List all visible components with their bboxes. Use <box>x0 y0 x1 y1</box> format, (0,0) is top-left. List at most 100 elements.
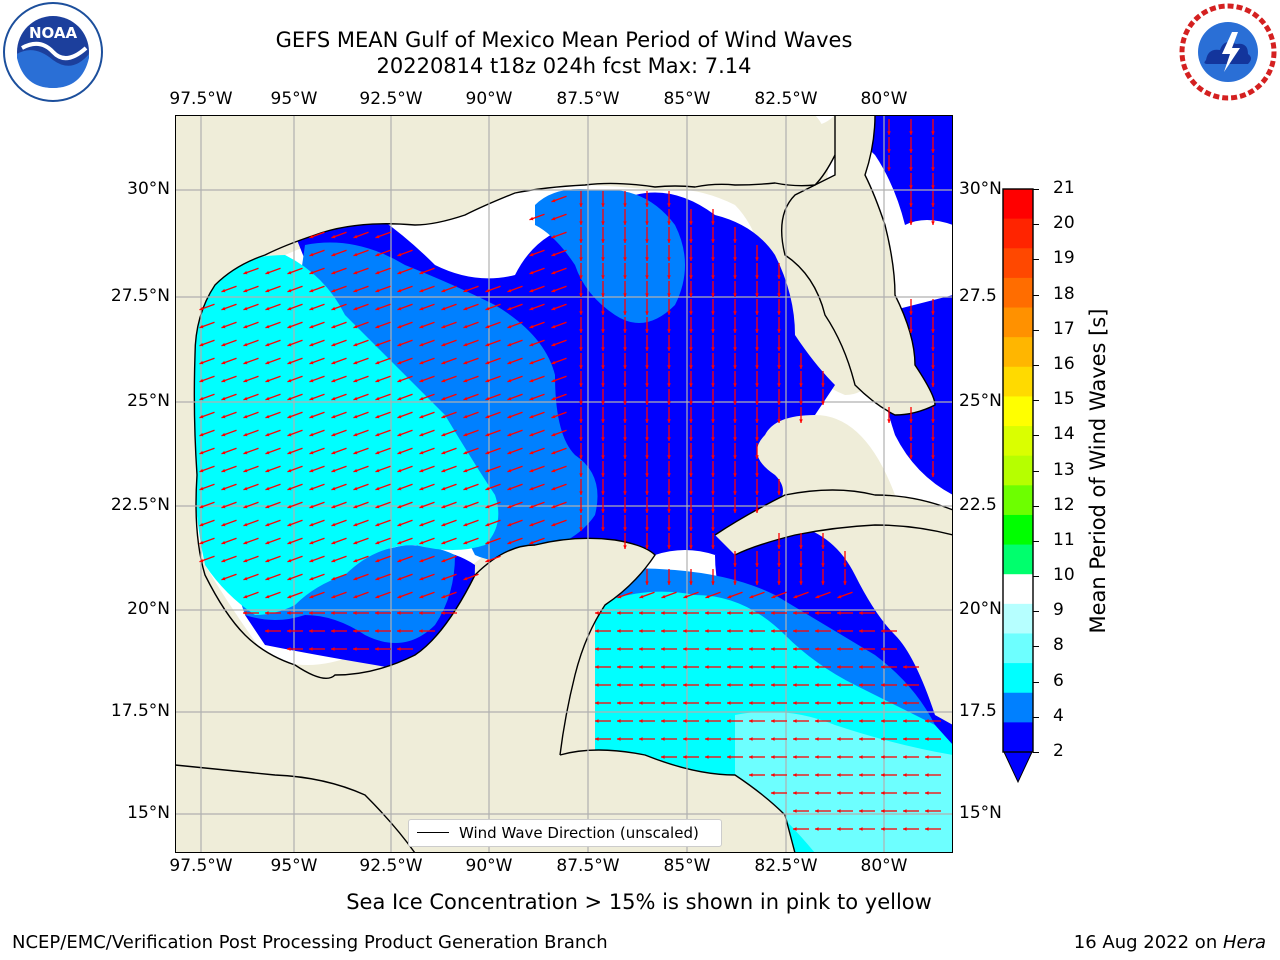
wind-wave-arrow <box>689 425 693 441</box>
wind-wave-arrow <box>485 321 501 329</box>
wind-wave-arrow <box>689 335 693 351</box>
wind-wave-arrow <box>793 591 809 599</box>
wind-wave-arrow <box>287 465 303 473</box>
colorbar-tick-label: 20 <box>1053 213 1075 234</box>
wind-wave-arrow <box>793 809 809 813</box>
wind-wave-arrow <box>441 321 457 329</box>
longitude-label-top: 80°W <box>860 89 908 109</box>
wind-wave-arrow <box>287 285 303 293</box>
wind-wave-arrow <box>485 357 501 365</box>
wind-wave-arrow <box>645 533 649 549</box>
wind-wave-arrow <box>199 321 215 329</box>
wind-wave-arrow <box>353 465 369 473</box>
colorbar-segment <box>1003 603 1033 634</box>
wind-wave-arrow <box>689 299 693 315</box>
wind-wave-arrow <box>639 591 655 599</box>
wind-wave-arrow <box>733 299 737 315</box>
wind-wave-arrow <box>645 443 649 459</box>
wind-wave-arrow <box>419 339 435 347</box>
wind-wave-arrow <box>331 555 347 563</box>
latitude-label-left: 25°N <box>127 391 170 411</box>
wind-wave-arrow <box>353 611 369 615</box>
wind-wave-arrow <box>243 267 259 275</box>
wind-wave-arrow <box>705 683 721 687</box>
wind-wave-arrow <box>579 263 583 279</box>
wind-wave-arrow <box>485 303 501 311</box>
wind-wave-arrow <box>909 443 913 459</box>
wind-wave-arrow <box>837 827 853 831</box>
wind-wave-arrow <box>199 501 215 509</box>
wind-wave-arrow <box>287 501 303 509</box>
wind-wave-arrow <box>799 371 803 387</box>
wind-wave-arrow <box>617 629 633 633</box>
wind-wave-arrow <box>909 119 913 135</box>
wind-wave-arrow <box>579 389 583 405</box>
latitude-label-right: 27.5 <box>959 286 997 306</box>
wind-wave-arrow <box>683 719 699 723</box>
wind-wave-arrow <box>903 683 919 687</box>
wind-wave-arrow <box>309 647 325 651</box>
wind-wave-arrow <box>727 611 743 615</box>
wind-wave-arrow <box>931 209 935 225</box>
land-us-gulf-coast <box>175 115 835 355</box>
wind-wave-arrow <box>529 285 545 293</box>
wind-wave-arrow <box>375 447 391 455</box>
wind-wave-arrow <box>485 555 501 563</box>
wind-wave-arrow <box>667 569 671 585</box>
wind-wave-arrow <box>397 303 413 311</box>
wind-wave-arrow <box>733 407 737 423</box>
wind-wave-arrow <box>661 737 677 741</box>
wind-wave-arrow <box>287 647 303 651</box>
wind-wave-arrow <box>601 497 605 513</box>
footer-machine: Hera <box>1222 932 1266 953</box>
wind-wave-arrow <box>617 719 633 723</box>
wind-wave-arrow <box>623 389 627 405</box>
wind-wave-arrow <box>309 339 325 347</box>
wind-wave-arrow <box>661 591 677 599</box>
wind-wave-arrow <box>711 299 715 315</box>
wind-wave-arrow <box>529 393 545 401</box>
map-legend: Wind Wave Direction (unscaled) <box>408 819 722 847</box>
wind-wave-arrow <box>931 443 935 459</box>
wind-wave-arrow <box>749 591 765 599</box>
wind-wave-arrow <box>661 665 677 669</box>
wind-wave-arrow <box>733 443 737 459</box>
wind-wave-arrow <box>353 555 369 563</box>
wind-wave-arrow <box>551 393 567 401</box>
wind-wave-arrow <box>727 701 743 705</box>
wind-wave-arrow <box>463 357 479 365</box>
wind-wave-arrow <box>639 611 655 615</box>
wind-wave-arrow <box>645 281 649 297</box>
legend-label: Wind Wave Direction (unscaled) <box>459 824 699 842</box>
wind-wave-arrow <box>617 737 633 741</box>
wind-wave-arrow <box>397 555 413 563</box>
wind-wave-arrow <box>689 245 693 261</box>
wind-wave-arrow <box>683 683 699 687</box>
wind-wave-arrow <box>397 447 413 455</box>
wind-wave-arrow <box>601 515 605 531</box>
wind-wave-arrow <box>617 611 633 615</box>
wind-wave-arrow <box>837 701 853 705</box>
wind-wave-arrow <box>419 537 435 545</box>
wind-wave-arrow <box>623 443 627 459</box>
wind-wave-arrow <box>815 683 831 687</box>
wind-wave-arrow <box>683 629 699 633</box>
wind-wave-arrow <box>617 683 633 687</box>
wind-wave-arrow <box>859 737 875 741</box>
wind-wave-arrow <box>353 573 369 581</box>
wind-wave-arrow <box>441 357 457 365</box>
wind-wave-arrow <box>815 755 831 759</box>
wind-wave-arrow <box>243 611 259 615</box>
wind-wave-arrow <box>375 555 391 563</box>
wind-wave-arrow <box>199 429 215 437</box>
wind-wave-arrow <box>309 411 325 419</box>
wind-wave-arrow <box>507 519 523 527</box>
wind-wave-arrow <box>331 591 347 599</box>
wind-wave-arrow <box>595 737 611 741</box>
wind-wave-arrow <box>441 393 457 401</box>
wind-wave-arrow <box>799 407 803 423</box>
wind-wave-arrow <box>601 263 605 279</box>
wind-wave-arrow <box>441 537 457 545</box>
wind-wave-arrow <box>799 533 803 549</box>
wind-wave-arrow <box>755 407 759 423</box>
